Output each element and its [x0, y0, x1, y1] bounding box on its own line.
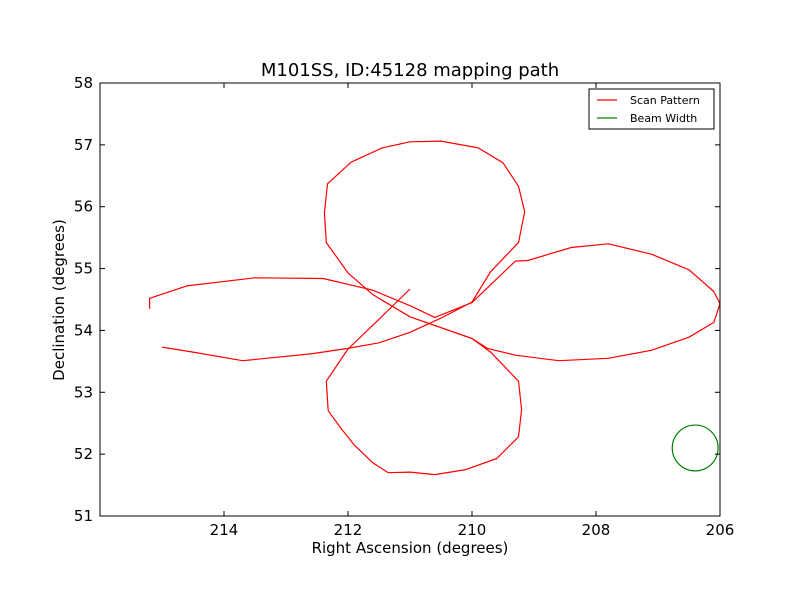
x-tick-label: 214 [210, 521, 239, 539]
tick-layer: 214 212 210 208 206 51 52 53 54 55 56 57 58 [74, 74, 734, 539]
y-axis-label: Declination (degrees) [50, 219, 68, 381]
y-tick-label: 56 [74, 198, 93, 216]
legend-beam-width-label: Beam Width [630, 112, 697, 125]
x-tick-label: 206 [706, 521, 735, 539]
y-tick-label: 53 [74, 383, 93, 401]
y-tick-label: 58 [74, 74, 93, 92]
plot-layer [149, 140, 720, 476]
scan-pattern-line-1 [325, 288, 523, 476]
axes-frame [99, 82, 721, 517]
legend-box [588, 88, 715, 130]
x-tick-label: 210 [458, 521, 487, 539]
y-tick-label: 57 [74, 136, 93, 154]
chart-title: M101SS, ID:45128 mapping path [261, 60, 559, 81]
x-tick-label: 208 [582, 521, 611, 539]
legend: Scan Pattern Beam Width [588, 88, 715, 130]
scan-pattern-line-0 [149, 140, 720, 362]
x-axis-label: Right Ascension (degrees) [312, 539, 509, 557]
x-tick-label: 212 [334, 521, 363, 539]
y-tick-label: 52 [74, 445, 93, 463]
beam-width-circle [671, 424, 719, 472]
legend-scan-pattern-label: Scan Pattern [630, 94, 700, 107]
y-tick-label: 51 [74, 507, 93, 525]
y-tick-label: 54 [74, 321, 93, 339]
y-tick-label: 55 [74, 260, 93, 278]
